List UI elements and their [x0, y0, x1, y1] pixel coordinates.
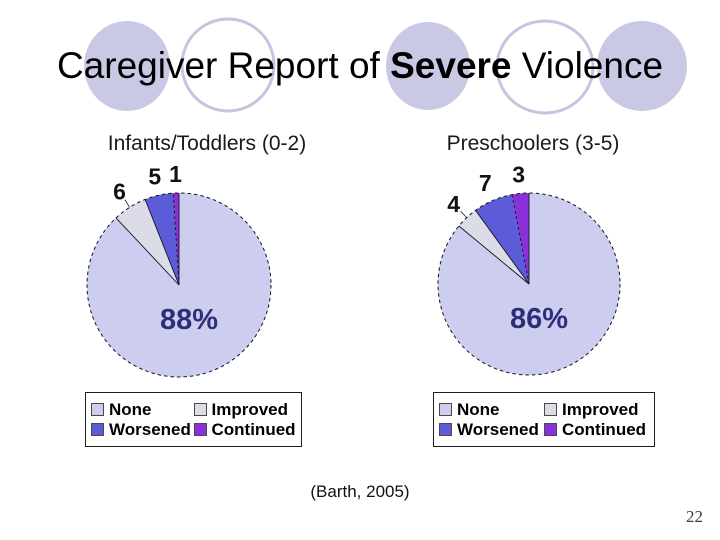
decoration-circle-filled — [84, 21, 170, 111]
legend-swatch-worsened — [439, 423, 452, 436]
legend-label: Improved — [211, 400, 289, 419]
pie-slice-border — [115, 217, 180, 286]
citation: (Barth, 2005) — [310, 482, 410, 501]
slide-title-prefix: Caregiver Report of — [56, 45, 391, 86]
pie-outline — [437, 192, 621, 376]
legend-swatch-improved — [193, 403, 207, 416]
legend-label: Worsened — [457, 420, 539, 439]
legend-item-continued: Continued — [544, 421, 649, 438]
pie-outline — [86, 192, 272, 378]
legend-item-none: None — [439, 401, 544, 418]
pie-slice-improved — [458, 210, 529, 284]
legend-swatch-worsened — [91, 423, 104, 436]
legend-label: None — [457, 400, 500, 419]
legend-item-worsened: Worsened — [439, 421, 544, 438]
pie-percent-label: 88% — [160, 304, 218, 336]
pie-slice-improved — [116, 199, 179, 285]
legend-swatch-none — [91, 403, 104, 416]
pie-callout-leader — [460, 210, 468, 218]
legend-item-none: None — [91, 401, 194, 418]
page-number: 22 — [686, 507, 703, 526]
legend-swatch-improved — [544, 403, 557, 416]
legend-label: Worsened — [109, 420, 191, 439]
chart-title-infants-toddlers: Infants/Toddlers (0-2) — [107, 132, 307, 155]
pie-slice-border — [144, 199, 180, 286]
chart-title-preschoolers: Preschoolers (3-5) — [446, 132, 620, 155]
legend-swatch-continued — [193, 423, 207, 436]
legend-preschoolers: None Improved Worsened Continued — [433, 392, 655, 447]
pie-slice-border — [172, 193, 180, 286]
pie-slice-border — [475, 210, 530, 285]
legend-item-continued: Continued — [193, 420, 297, 439]
pie-slice-callout: 5 — [148, 164, 161, 190]
decoration-circle-filled — [597, 21, 687, 111]
pie-slice-callout: 4 — [447, 191, 460, 217]
legend-item-improved: Improved — [544, 401, 649, 418]
legend-label: Improved — [562, 400, 639, 419]
decoration-circle-outline — [180, 17, 276, 113]
pie-slice-border — [458, 225, 530, 285]
legend-swatch-continued — [544, 423, 557, 436]
pie-slice-border — [511, 194, 530, 285]
pie-slice-callout: 6 — [113, 178, 126, 204]
slide-title: Caregiver Report of Severe Violence — [0, 44, 720, 88]
legend-item-worsened: Worsened — [91, 421, 194, 438]
slide-title-emphasis: Severe — [390, 45, 512, 86]
legend-swatch-none — [439, 403, 452, 416]
pie-percent-label: 86% — [510, 303, 568, 335]
legend-infants-toddlers: None Improved Worsened Continued — [85, 392, 302, 447]
legend-label: Continued — [562, 420, 647, 439]
pie-callout-leader — [124, 199, 131, 208]
pie-slice-callout: 3 — [512, 162, 525, 188]
pie-slice-worsened — [475, 194, 529, 284]
pie-slice-callout: 1 — [169, 161, 182, 187]
pie-slice-callout: 7 — [479, 170, 492, 196]
pie-slice-worsened — [145, 193, 179, 285]
decoration-circle-outline — [495, 19, 595, 115]
decoration-circle-filled — [386, 22, 470, 110]
legend-item-improved: Improved — [193, 400, 297, 419]
slide-title-suffix: Violence — [511, 45, 664, 86]
legend-label: Continued — [211, 420, 296, 439]
legend-label: None — [109, 400, 152, 419]
title-decoration-circles — [84, 17, 687, 115]
